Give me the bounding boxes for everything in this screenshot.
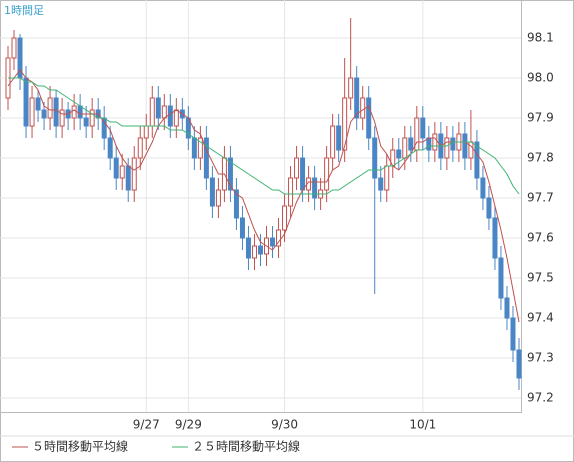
candle-body [89, 109, 95, 127]
candle-body [107, 137, 113, 159]
candle-body [330, 125, 336, 159]
candle-body [324, 157, 330, 191]
candle-body [432, 133, 438, 151]
candle-body [35, 97, 41, 111]
candle-body [143, 125, 149, 139]
candle-body [366, 97, 372, 139]
candle-body [462, 133, 468, 159]
candle-body [227, 157, 233, 191]
y-tick-label: 98.1 [527, 31, 554, 45]
y-tick-label: 97.9 [527, 111, 554, 125]
candle-body [251, 245, 257, 259]
candle-body [245, 237, 251, 259]
x-tick-label: 9/30 [271, 418, 298, 432]
candle-body [486, 197, 492, 219]
moving-average-line [8, 77, 520, 195]
candle-body [125, 165, 131, 191]
candle-body [77, 105, 83, 119]
candle-body [504, 297, 510, 319]
candle-body [113, 157, 119, 179]
candle-body [47, 97, 53, 119]
candle-body [203, 137, 209, 179]
candle-body [215, 189, 221, 207]
candle-body [360, 97, 366, 119]
y-tick-label: 97.6 [527, 231, 554, 245]
candle-body [257, 245, 263, 255]
x-tick-label: 10/1 [409, 418, 436, 432]
candle-body [408, 137, 414, 151]
candle-body [510, 317, 516, 351]
x-tick-label: 9/29 [175, 418, 202, 432]
candle-body [59, 109, 65, 127]
candle-body [53, 97, 59, 127]
y-tick-label: 97.5 [527, 271, 554, 285]
plot-border [0, 0, 522, 413]
candle-body [137, 137, 143, 159]
candle-body [384, 165, 390, 191]
candle-body [444, 137, 450, 159]
candle-body [372, 137, 378, 179]
candle-body [480, 177, 486, 199]
candle-body [239, 217, 245, 239]
candle-body [420, 117, 426, 139]
moving-average-line [7, 69, 520, 323]
candle-body [161, 105, 167, 119]
candle-body [233, 189, 239, 219]
candle-body [209, 177, 215, 207]
candle-body [300, 157, 306, 191]
candle-body [101, 117, 107, 139]
candle-body [119, 165, 125, 179]
candle-body [348, 77, 354, 99]
candle-body [155, 97, 161, 119]
candle-body [294, 157, 300, 179]
y-tick-label: 97.7 [527, 191, 554, 205]
candle-body [149, 97, 155, 127]
x-tick-label: 9/27 [133, 418, 160, 432]
candle-body [396, 149, 402, 159]
candle-body [426, 137, 432, 151]
candle-body [342, 97, 348, 151]
chart-title: 1時間足 [4, 4, 44, 17]
y-tick-label: 97.3 [527, 351, 554, 365]
candle-body [276, 229, 282, 247]
candle-body [29, 97, 35, 127]
candle-body [516, 349, 522, 379]
y-tick-label: 97.2 [527, 391, 554, 405]
candle-body [191, 137, 197, 159]
y-tick-label: 97.4 [527, 311, 554, 325]
legend-label: ２５時間移動平均線 [192, 439, 300, 454]
candle-body [288, 177, 294, 207]
candle-body [131, 157, 137, 191]
candle-body [270, 237, 276, 247]
candle-body [498, 257, 504, 299]
candle-body [468, 141, 474, 159]
candle-body [282, 205, 288, 231]
candle-body [167, 105, 173, 127]
candle-body [402, 137, 408, 159]
candle-body [336, 125, 342, 151]
y-tick-label: 98.0 [527, 71, 554, 85]
candle-body [378, 177, 384, 191]
candle-body [83, 117, 89, 127]
candle-body [71, 105, 77, 119]
candle-body [11, 37, 17, 59]
candle-body [173, 109, 179, 127]
candle-body [450, 137, 456, 151]
candle-body [41, 109, 47, 119]
candle-body [474, 141, 480, 179]
candle-body [354, 77, 360, 119]
candle-body [492, 217, 498, 259]
legend-label: ５時間移動平均線 [32, 439, 128, 454]
y-tick-label: 97.8 [527, 151, 554, 165]
candle-body [312, 177, 318, 199]
candle-body [197, 137, 203, 159]
candle-body [23, 77, 29, 127]
